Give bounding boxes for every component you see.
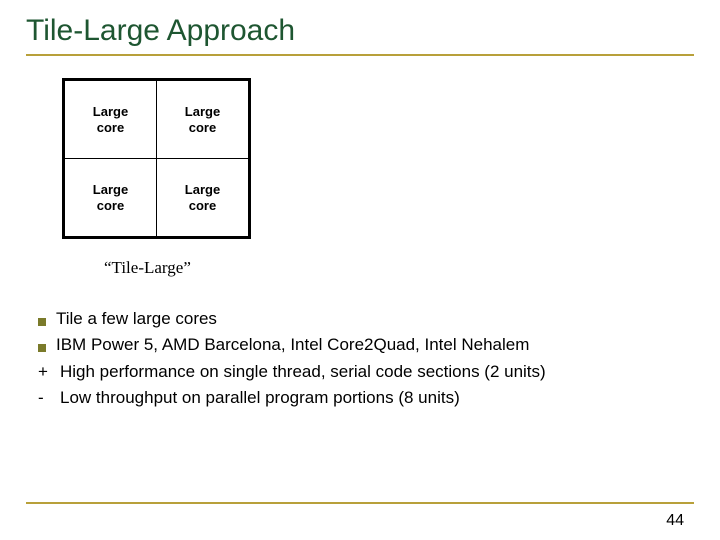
bullet-text: Low throughput on parallel program porti… bbox=[60, 385, 460, 411]
core-cell: Largecore bbox=[157, 159, 249, 237]
core-grid-table: Largecore Largecore Largecore Largecore bbox=[64, 80, 249, 237]
list-item: + High performance on single thread, ser… bbox=[28, 359, 694, 385]
minus-marker: - bbox=[38, 385, 50, 411]
bullet-text: High performance on single thread, seria… bbox=[60, 359, 546, 385]
list-item: IBM Power 5, AMD Barcelona, Intel Core2Q… bbox=[28, 332, 694, 358]
core-grid: Largecore Largecore Largecore Largecore bbox=[62, 78, 251, 239]
title-underline bbox=[26, 54, 694, 56]
core-cell: Largecore bbox=[65, 159, 157, 237]
page-number: 44 bbox=[666, 512, 684, 530]
bullet-list: Tile a few large cores IBM Power 5, AMD … bbox=[28, 306, 694, 411]
table-row: Largecore Largecore bbox=[65, 159, 249, 237]
bullet-text: IBM Power 5, AMD Barcelona, Intel Core2Q… bbox=[56, 332, 529, 358]
slide-title: Tile-Large Approach bbox=[26, 14, 694, 48]
bullet-text: Tile a few large cores bbox=[56, 306, 217, 332]
grid-caption: “Tile-Large” bbox=[104, 258, 694, 278]
footer-rule bbox=[26, 502, 694, 504]
list-item: - Low throughput on parallel program por… bbox=[28, 385, 694, 411]
core-cell: Largecore bbox=[65, 81, 157, 159]
square-bullet-icon bbox=[38, 344, 46, 352]
core-cell: Largecore bbox=[157, 81, 249, 159]
plus-marker: + bbox=[38, 359, 50, 385]
square-bullet-icon bbox=[38, 318, 46, 326]
core-grid-wrap: Largecore Largecore Largecore Largecore bbox=[62, 78, 694, 244]
list-item: Tile a few large cores bbox=[28, 306, 694, 332]
table-row: Largecore Largecore bbox=[65, 81, 249, 159]
